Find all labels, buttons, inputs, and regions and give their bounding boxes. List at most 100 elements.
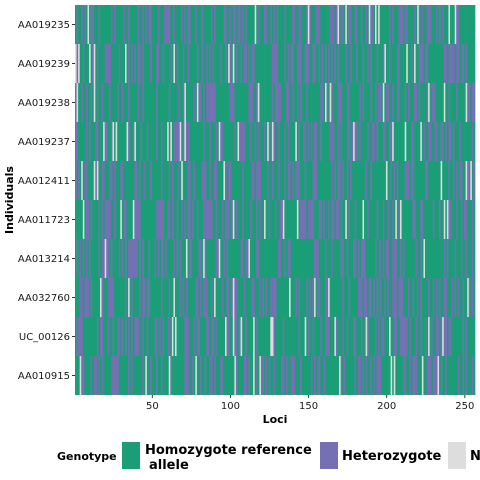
heatmap-cell xyxy=(390,200,393,239)
heatmap-cell xyxy=(367,5,370,44)
heatmap-cell xyxy=(396,239,399,278)
heatmap-cell xyxy=(165,83,168,122)
heatmap-cell xyxy=(251,200,254,239)
heatmap-cell xyxy=(78,122,81,161)
heatmap-cell xyxy=(326,5,329,44)
heatmap-cell xyxy=(437,44,440,83)
heatmap-cell xyxy=(454,83,457,122)
heatmap-cell xyxy=(335,356,338,395)
heatmap-cell xyxy=(429,44,432,83)
heatmap-cell xyxy=(290,278,293,317)
heatmap-cell xyxy=(157,239,160,278)
heatmap-cell xyxy=(303,278,306,317)
heatmap-cell xyxy=(392,239,395,278)
heatmap-cell xyxy=(467,317,470,356)
x-tick-label: 150 xyxy=(299,401,318,412)
heatmap-cell xyxy=(306,44,309,83)
heatmap-cell xyxy=(434,122,437,161)
heatmap-cell xyxy=(226,317,229,356)
heatmap-cell xyxy=(157,161,160,200)
heatmap-cell xyxy=(382,356,385,395)
heatmap-cell xyxy=(390,161,393,200)
heatmap-cell xyxy=(417,122,420,161)
heatmap-cell xyxy=(357,317,360,356)
heatmap-cell xyxy=(373,356,376,395)
heatmap-cell xyxy=(134,239,137,278)
heatmap-cell xyxy=(175,122,177,161)
heatmap-cell xyxy=(165,239,168,278)
heatmap-cell xyxy=(259,83,262,122)
heatmap-cell xyxy=(345,239,348,278)
heatmap-cell xyxy=(159,239,162,278)
heatmap-cell xyxy=(214,161,216,200)
heatmap-cell xyxy=(385,278,388,317)
heatmap-cell xyxy=(289,83,291,122)
heatmap-cell xyxy=(218,44,221,83)
heatmap-cell xyxy=(220,317,223,356)
heatmap-cell xyxy=(410,83,413,122)
heatmap-cell xyxy=(471,122,474,161)
heatmap-cell xyxy=(325,200,327,239)
heatmap-cell xyxy=(192,5,195,44)
heatmap-cell xyxy=(376,317,379,356)
heatmap-cell xyxy=(207,44,210,83)
heatmap-cell xyxy=(200,122,202,161)
heatmap-cell xyxy=(175,83,177,122)
heatmap-cell xyxy=(309,356,312,395)
heatmap-cell xyxy=(384,200,387,239)
heatmap-cell xyxy=(360,122,363,161)
heatmap-cell xyxy=(421,5,424,44)
heatmap-cell xyxy=(400,278,402,317)
heatmap-cell xyxy=(75,278,77,317)
heatmap-cell xyxy=(392,356,395,395)
heatmap-cell xyxy=(387,317,390,356)
heatmap-cell xyxy=(165,44,168,83)
heatmap-cell xyxy=(435,83,438,122)
heatmap-cell xyxy=(439,83,441,122)
heatmap-cell xyxy=(243,317,246,356)
heatmap-cell xyxy=(404,317,407,356)
heatmap-cell xyxy=(392,278,395,317)
heatmap-cell xyxy=(460,317,463,356)
heatmap-cell xyxy=(203,356,206,395)
heatmap-cell xyxy=(131,44,134,83)
heatmap-cell xyxy=(332,356,335,395)
heatmap-cell xyxy=(425,239,427,278)
heatmap-cell xyxy=(306,5,309,44)
heatmap-cell xyxy=(268,278,271,317)
heatmap-cell xyxy=(339,44,341,83)
heatmap-cell xyxy=(79,278,82,317)
heatmap-cell xyxy=(95,44,98,83)
heatmap-cell xyxy=(309,239,312,278)
heatmap-cell xyxy=(193,239,196,278)
heatmap-cell xyxy=(201,83,204,122)
heatmap-cell xyxy=(168,161,171,200)
heatmap-cell xyxy=(126,161,129,200)
y-tick-label: AA011723 xyxy=(18,215,70,226)
heatmap-cell xyxy=(392,161,395,200)
heatmap-cell xyxy=(182,44,185,83)
heatmap-cell xyxy=(470,44,473,83)
heatmap-cell xyxy=(123,122,126,161)
heatmap-cell xyxy=(239,200,241,239)
heatmap-cell xyxy=(428,356,431,395)
heatmap-cell xyxy=(104,278,107,317)
heatmap-cell xyxy=(190,356,193,395)
heatmap-cell xyxy=(314,44,316,83)
heatmap-cell xyxy=(410,278,413,317)
heatmap-cell xyxy=(459,83,462,122)
heatmap-cell xyxy=(198,122,201,161)
heatmap-cell xyxy=(435,239,438,278)
heatmap-cell xyxy=(471,356,474,395)
heatmap-cell xyxy=(254,122,257,161)
heatmap-cell xyxy=(162,200,165,239)
heatmap-cell xyxy=(473,278,476,317)
heatmap-cell xyxy=(84,278,87,317)
heatmap-cell xyxy=(300,161,302,200)
heatmap-cell xyxy=(273,83,276,122)
heatmap-cell xyxy=(314,317,316,356)
heatmap-cell xyxy=(106,161,109,200)
heatmap-cell xyxy=(292,200,295,239)
heatmap-cell xyxy=(337,83,340,122)
heatmap-cell xyxy=(221,5,224,44)
